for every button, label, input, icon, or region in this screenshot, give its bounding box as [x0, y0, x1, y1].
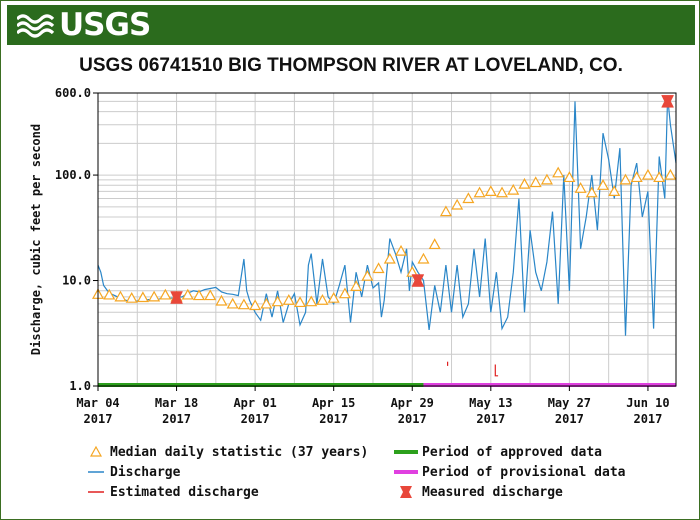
median-point [608, 185, 621, 197]
measured-point [411, 274, 425, 287]
median-point [406, 265, 419, 277]
median-point [148, 290, 161, 302]
median-point [597, 179, 610, 190]
median-point [136, 291, 149, 303]
median-point [439, 205, 452, 217]
median-point [192, 289, 206, 301]
median-point [395, 244, 408, 256]
discharge-line [97, 96, 677, 336]
y-tick-label: 1.0 [69, 379, 91, 393]
median-point [473, 186, 486, 198]
median-point [540, 173, 553, 185]
legend-item-measured: Measured discharge [400, 485, 563, 500]
x-tick-year-label: 2017 [84, 412, 113, 426]
median-point [350, 280, 363, 291]
median-point [327, 291, 340, 303]
median-point [282, 294, 295, 305]
median-point [563, 171, 576, 183]
plot-border [97, 92, 677, 387]
y-tick-label: 100.0 [55, 168, 91, 182]
median-point [428, 238, 441, 250]
median-point [664, 168, 677, 180]
median-point [451, 198, 464, 210]
median-point [125, 291, 138, 303]
x-tick-label: Apr 29 [391, 396, 434, 410]
x-tick-label: Jun 10 [626, 396, 669, 410]
y-tick-label: 600.0 [55, 86, 91, 100]
y-axis-title: Discharge, cubic feet per second [29, 124, 43, 355]
x-tick-year-label: 2017 [476, 412, 505, 426]
median-point [630, 171, 643, 183]
median-point [226, 297, 239, 309]
median-point [518, 177, 531, 189]
legend-label: Measured discharge [422, 485, 563, 500]
usgs-logo-text: USGS [59, 7, 151, 43]
median-point [249, 299, 262, 311]
median-point [103, 288, 116, 300]
x-tick-label: Mar 18 [155, 396, 198, 410]
median-point [305, 295, 318, 307]
chart-title: USGS 06741510 BIG THOMPSON RIVER AT LOVE… [79, 55, 623, 76]
x-tick-year-label: 2017 [162, 412, 191, 426]
x-tick-year-label: 2017 [241, 412, 270, 426]
legend-label: Estimated discharge [110, 485, 259, 500]
median-point [361, 269, 374, 281]
median-point [641, 168, 654, 180]
x-tick-label: Mar 04 [76, 396, 119, 410]
median-point [585, 186, 598, 198]
legend-item-median: Median daily statistic (37 years) [89, 445, 368, 460]
x-tick-label: May 27 [548, 396, 591, 410]
x-tick-label: May 13 [469, 396, 512, 410]
legend-item-approved: Period of approved data [394, 445, 602, 460]
median-point [552, 166, 565, 178]
median-point [484, 185, 497, 197]
median-point [417, 252, 430, 264]
median-point [619, 173, 632, 185]
median-point [496, 186, 509, 198]
legend-item-discharge: Discharge [88, 465, 181, 480]
measured-point [661, 95, 674, 108]
usgs-logo-icon [17, 14, 55, 38]
estimated-discharge-line [494, 364, 499, 377]
median-point [260, 297, 273, 309]
median-point [215, 294, 228, 306]
legend-label: Period of approved data [422, 445, 602, 460]
legend-label: Discharge [110, 465, 181, 480]
median-point [574, 182, 587, 193]
median-point [338, 287, 351, 299]
median-point [507, 183, 520, 195]
x-tick-label: Apr 01 [233, 396, 276, 410]
x-tick-year-label: 2017 [319, 412, 348, 426]
median-point [383, 252, 396, 264]
median-point [462, 192, 475, 204]
median-point [653, 171, 666, 183]
y-tick-label: 10.0 [62, 274, 91, 288]
legend-measured-icon [400, 486, 412, 498]
x-tick-year-label: 2017 [633, 412, 662, 426]
median-point [181, 288, 194, 300]
median-point [204, 289, 217, 301]
legend-label: Period of provisional data [422, 465, 626, 480]
median-point [237, 298, 250, 310]
legend-label: Median daily statistic (37 years) [110, 445, 368, 460]
x-tick-year-label: 2017 [555, 412, 584, 426]
x-tick-label: Apr 15 [312, 396, 355, 410]
legend-item-provisional: Period of provisional data [394, 465, 626, 480]
usgs-banner: USGS [7, 5, 695, 45]
plot-area [98, 93, 676, 386]
median-point [293, 296, 307, 308]
legend-median-icon [89, 445, 103, 457]
median-point [114, 290, 127, 302]
median-point [372, 262, 385, 274]
median-point [316, 294, 329, 305]
measured-point [170, 291, 183, 304]
median-point [529, 176, 542, 188]
median-point [271, 295, 284, 307]
x-tick-year-label: 2017 [398, 412, 427, 426]
median-point [159, 288, 172, 300]
legend-item-estimated: Estimated discharge [88, 485, 259, 500]
